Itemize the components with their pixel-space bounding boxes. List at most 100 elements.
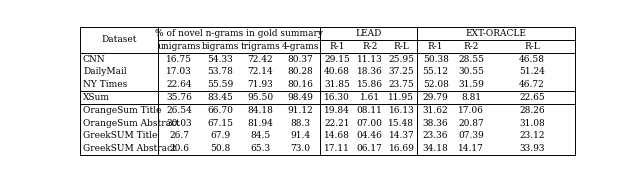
Text: 51.24: 51.24 bbox=[519, 67, 545, 76]
Text: 95.50: 95.50 bbox=[247, 93, 273, 102]
Text: R-1: R-1 bbox=[329, 42, 345, 51]
Text: 67.15: 67.15 bbox=[207, 119, 233, 128]
Text: 73.0: 73.0 bbox=[290, 144, 310, 153]
Text: 08.11: 08.11 bbox=[356, 106, 383, 115]
Text: trigrams: trigrams bbox=[241, 42, 280, 51]
Text: 4-grams: 4-grams bbox=[282, 42, 319, 51]
Text: 11.95: 11.95 bbox=[388, 93, 415, 102]
Text: OrangeSum Title: OrangeSum Title bbox=[83, 106, 161, 115]
Text: % of novel n-grams in gold summary: % of novel n-grams in gold summary bbox=[156, 29, 323, 38]
Text: 16.69: 16.69 bbox=[388, 144, 414, 153]
Text: 55.12: 55.12 bbox=[422, 67, 449, 76]
Text: 55.59: 55.59 bbox=[207, 80, 233, 89]
Text: 50.38: 50.38 bbox=[422, 55, 449, 64]
Text: 23.75: 23.75 bbox=[388, 80, 414, 89]
Text: 22.64: 22.64 bbox=[166, 80, 192, 89]
Text: 84.18: 84.18 bbox=[247, 106, 273, 115]
Text: 37.25: 37.25 bbox=[388, 67, 414, 76]
Text: 31.59: 31.59 bbox=[458, 80, 484, 89]
Text: 71.93: 71.93 bbox=[248, 80, 273, 89]
Text: 28.55: 28.55 bbox=[458, 55, 484, 64]
Text: 26.54: 26.54 bbox=[166, 106, 192, 115]
Text: XSum: XSum bbox=[83, 93, 110, 102]
Text: 34.18: 34.18 bbox=[423, 144, 449, 153]
Text: 54.33: 54.33 bbox=[207, 55, 233, 64]
Text: 81.94: 81.94 bbox=[247, 119, 273, 128]
Text: R-L: R-L bbox=[394, 42, 410, 51]
Text: 17.03: 17.03 bbox=[166, 67, 192, 76]
Text: 31.62: 31.62 bbox=[423, 106, 449, 115]
Text: Dataset: Dataset bbox=[102, 35, 137, 44]
Text: 80.16: 80.16 bbox=[287, 80, 313, 89]
Text: 18.36: 18.36 bbox=[356, 67, 383, 76]
Text: 80.28: 80.28 bbox=[287, 67, 313, 76]
Text: 98.49: 98.49 bbox=[287, 93, 313, 102]
Text: 30.55: 30.55 bbox=[458, 67, 484, 76]
Text: R-2: R-2 bbox=[362, 42, 378, 51]
Text: 06.17: 06.17 bbox=[356, 144, 383, 153]
Text: 40.68: 40.68 bbox=[324, 67, 350, 76]
Text: 07.39: 07.39 bbox=[458, 131, 484, 141]
Text: 31.85: 31.85 bbox=[324, 80, 350, 89]
Text: 38.36: 38.36 bbox=[423, 119, 449, 128]
Text: 07.00: 07.00 bbox=[356, 119, 383, 128]
Text: 72.42: 72.42 bbox=[248, 55, 273, 64]
Text: 1.61: 1.61 bbox=[360, 93, 380, 102]
Text: 46.72: 46.72 bbox=[519, 80, 545, 89]
Text: LEAD: LEAD bbox=[355, 29, 382, 38]
Text: unigrams: unigrams bbox=[157, 42, 201, 51]
Text: 19.84: 19.84 bbox=[324, 106, 350, 115]
Text: 33.93: 33.93 bbox=[519, 144, 545, 153]
Text: R-1: R-1 bbox=[428, 42, 444, 51]
Text: 29.79: 29.79 bbox=[423, 93, 449, 102]
Text: 20.6: 20.6 bbox=[169, 144, 189, 153]
Text: 80.37: 80.37 bbox=[287, 55, 313, 64]
Text: 46.58: 46.58 bbox=[519, 55, 545, 64]
Text: 8.81: 8.81 bbox=[461, 93, 481, 102]
Text: 04.46: 04.46 bbox=[356, 131, 383, 141]
Text: 16.13: 16.13 bbox=[388, 106, 414, 115]
Text: 14.68: 14.68 bbox=[324, 131, 350, 141]
Text: GreekSUM Title: GreekSUM Title bbox=[83, 131, 157, 141]
Text: 83.45: 83.45 bbox=[207, 93, 233, 102]
Text: 23.12: 23.12 bbox=[519, 131, 545, 141]
Text: 16.75: 16.75 bbox=[166, 55, 192, 64]
Text: R-2: R-2 bbox=[463, 42, 479, 51]
Text: 26.7: 26.7 bbox=[169, 131, 189, 141]
Text: EXT-ORACLE: EXT-ORACLE bbox=[466, 29, 527, 38]
Text: 72.14: 72.14 bbox=[248, 67, 273, 76]
Text: 22.65: 22.65 bbox=[519, 93, 545, 102]
Text: 84.5: 84.5 bbox=[250, 131, 271, 141]
Text: DailyMail: DailyMail bbox=[83, 67, 127, 76]
Text: 28.26: 28.26 bbox=[519, 106, 545, 115]
Text: 52.08: 52.08 bbox=[422, 80, 449, 89]
Text: 14.17: 14.17 bbox=[458, 144, 484, 153]
Text: 20.87: 20.87 bbox=[458, 119, 484, 128]
Text: 91.4: 91.4 bbox=[290, 131, 310, 141]
Text: 30.03: 30.03 bbox=[166, 119, 192, 128]
Text: 66.70: 66.70 bbox=[207, 106, 233, 115]
Text: 15.86: 15.86 bbox=[356, 80, 383, 89]
Text: 67.9: 67.9 bbox=[210, 131, 230, 141]
Text: NY Times: NY Times bbox=[83, 80, 127, 89]
Text: 53.78: 53.78 bbox=[207, 67, 233, 76]
Text: GreekSUM Abstract: GreekSUM Abstract bbox=[83, 144, 176, 153]
Text: 31.08: 31.08 bbox=[519, 119, 545, 128]
Text: 65.3: 65.3 bbox=[250, 144, 270, 153]
Text: 29.15: 29.15 bbox=[324, 55, 350, 64]
Text: 88.3: 88.3 bbox=[290, 119, 310, 128]
Text: CNN: CNN bbox=[83, 55, 106, 64]
Text: 16.30: 16.30 bbox=[324, 93, 350, 102]
Text: R-L: R-L bbox=[524, 42, 540, 51]
Text: 35.76: 35.76 bbox=[166, 93, 192, 102]
Text: 15.48: 15.48 bbox=[388, 119, 415, 128]
Text: 17.06: 17.06 bbox=[458, 106, 484, 115]
Text: 23.36: 23.36 bbox=[423, 131, 449, 141]
Text: 25.95: 25.95 bbox=[388, 55, 415, 64]
Text: 50.8: 50.8 bbox=[210, 144, 230, 153]
Text: 11.13: 11.13 bbox=[356, 55, 383, 64]
Text: 17.11: 17.11 bbox=[324, 144, 350, 153]
Text: 91.12: 91.12 bbox=[287, 106, 313, 115]
Text: 14.37: 14.37 bbox=[388, 131, 414, 141]
Text: bigrams: bigrams bbox=[202, 42, 239, 51]
